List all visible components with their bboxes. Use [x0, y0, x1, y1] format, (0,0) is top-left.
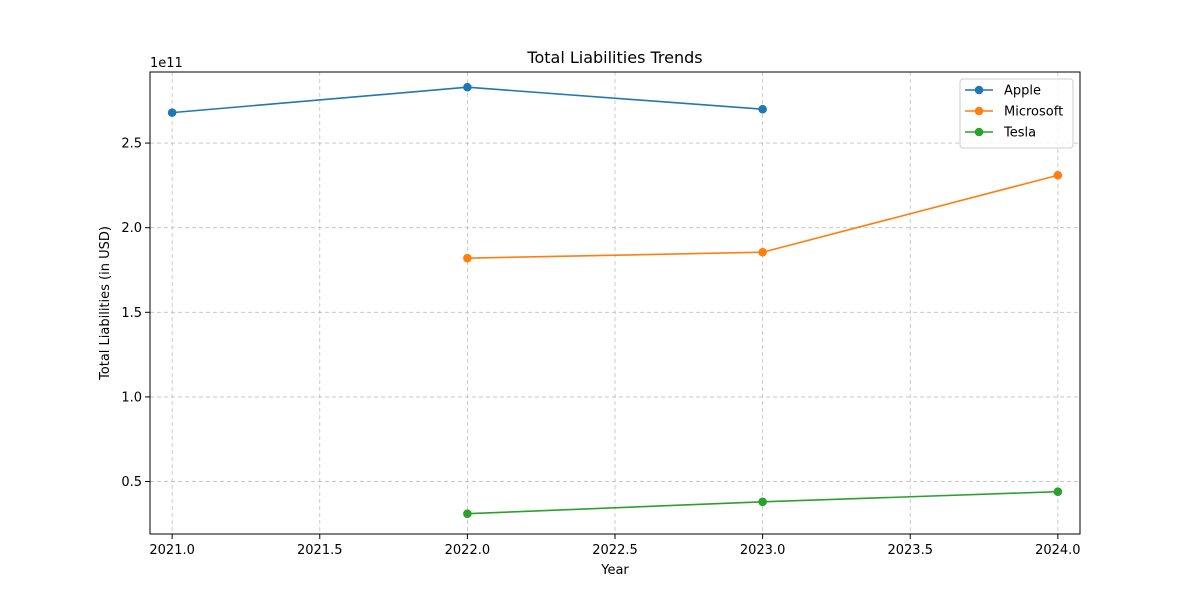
y-tick-label: 1.5: [121, 306, 142, 321]
y-tick-label: 0.5: [121, 475, 142, 490]
y-axis-ticks: 0.5 1.0 1.5 2.0 2.5: [121, 137, 150, 490]
data-point: [758, 247, 767, 257]
series-group: [167, 82, 1063, 518]
x-axis-label: Year: [600, 563, 629, 578]
x-tick-label: 2024.0: [1035, 543, 1081, 558]
data-point: [463, 509, 472, 518]
data-point: [1053, 487, 1063, 496]
grid: [150, 72, 1080, 534]
legend-box: [959, 78, 1074, 149]
legend: Apple Microsoft Tesla: [959, 78, 1074, 149]
legend-items: Apple Microsoft Tesla: [965, 84, 1063, 141]
legend-marker: [974, 106, 984, 116]
x-axis-ticks: 2021.0 2021.5 2022.0 2022.5 2023.0 2023.5 2024…: [149, 534, 1081, 558]
data-point: [758, 497, 767, 507]
series-tesla: [463, 487, 1063, 518]
x-tick-label: 2021.5: [297, 543, 343, 558]
legend-label: Apple: [1004, 84, 1041, 99]
legend-item-microsoft: Microsoft: [965, 105, 1063, 120]
series-apple: [167, 82, 767, 117]
data-point: [463, 253, 472, 263]
data-point: [167, 108, 177, 117]
chart-title: Total Liabilities Trends: [526, 48, 702, 67]
series-microsoft: [463, 170, 1063, 263]
data-point: [758, 104, 767, 114]
legend-label: Microsoft: [1004, 105, 1063, 120]
y-tick-label: 2.5: [121, 137, 142, 152]
legend-marker: [974, 85, 984, 95]
data-point: [463, 82, 472, 92]
y-axis-label: Total Liabilities (in USD): [98, 226, 113, 381]
y-axis-offset-label: 1e11: [150, 56, 183, 71]
y-tick-label: 2.0: [121, 221, 142, 236]
legend-item-tesla: Tesla: [965, 126, 1036, 141]
legend-item-apple: Apple: [965, 84, 1041, 99]
x-tick-label: 2021.0: [149, 543, 195, 558]
data-point: [1053, 170, 1063, 180]
x-tick-label: 2022.0: [445, 543, 491, 558]
legend-marker: [974, 127, 984, 137]
x-tick-label: 2023.5: [887, 543, 933, 558]
legend-label: Tesla: [1003, 126, 1036, 141]
y-tick-label: 1.0: [121, 390, 142, 405]
x-tick-label: 2022.5: [592, 543, 638, 558]
x-tick-label: 2023.0: [740, 543, 786, 558]
